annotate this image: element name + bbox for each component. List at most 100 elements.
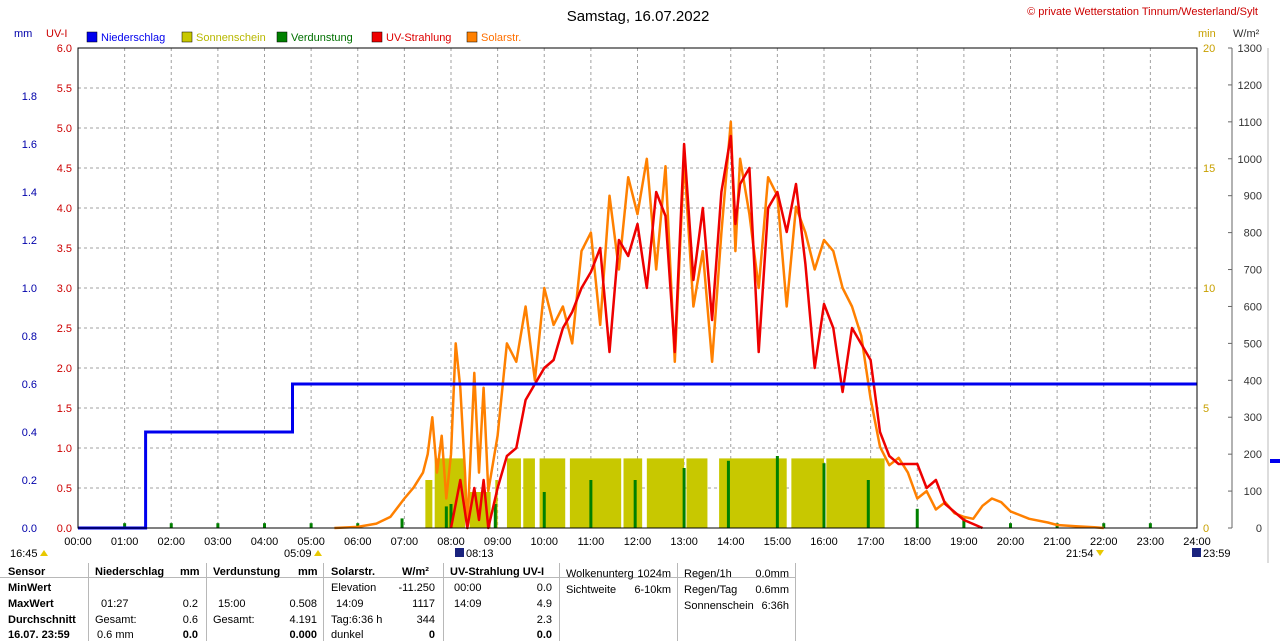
solar-elev-value: -11.250 <box>398 582 436 594</box>
niederschlag-gesamt-value: 0.6 <box>182 614 198 626</box>
uvi-tick-label: 6.0 <box>57 43 72 55</box>
x-tick-label: 22:00 <box>1090 536 1118 548</box>
verdunstung-spike <box>589 480 593 528</box>
uvi-unit-label: UV-I <box>46 28 67 40</box>
x-tick-label: 20:00 <box>997 536 1025 548</box>
sonne-value: 6:36h <box>761 600 789 612</box>
end-icon <box>1192 548 1201 557</box>
wm2-tick-label: 700 <box>1244 265 1262 277</box>
x-tick-label: 10:00 <box>530 536 558 548</box>
niederschlag-unit: mm <box>180 566 200 578</box>
legend-swatch-solar <box>466 31 478 43</box>
uvi-tick-label: 2.5 <box>57 323 72 335</box>
regen-tag-value: 0.6mm <box>755 584 789 596</box>
verdunstung-gesamt-value: 4.191 <box>289 614 317 626</box>
sunset-time: 21:54 <box>1066 548 1094 560</box>
wm2-tick-label: 1200 <box>1238 80 1262 92</box>
verdunstung-last-value: 0.000 <box>289 629 317 641</box>
legend-swatch-uv <box>371 31 383 43</box>
verdunstung-unit: mm <box>298 566 318 578</box>
wm2-tick-label: 1100 <box>1238 117 1262 129</box>
verdunstung-spike <box>449 504 453 528</box>
verdunstung-spike <box>309 523 313 528</box>
legend-swatch-verdunstung <box>276 31 288 43</box>
x-tick-label: 00:00 <box>64 536 92 548</box>
sunrise-icon <box>314 550 322 556</box>
uvi-tick-label: 0.0 <box>57 523 72 535</box>
wm2-tick-label: 800 <box>1244 228 1262 240</box>
uvi-tick-label: 5.5 <box>57 83 72 95</box>
sun-markers: 16:45 05:09 08:13 21:54 23:59 <box>10 548 1231 560</box>
sonnenschein-bar <box>791 458 824 528</box>
min-tick-label: 15 <box>1203 163 1215 175</box>
regen-h-value: 0.0mm <box>755 568 789 580</box>
x-tick-label: 02:00 <box>157 536 185 548</box>
row-label-max: MaxWert <box>8 598 54 610</box>
x-tick-label: 13:00 <box>670 536 698 548</box>
mm-tick-label: 1.2 <box>22 235 37 247</box>
mm-tick-label: 0.0 <box>22 523 37 535</box>
uv-min-value: 0.0 <box>536 582 552 594</box>
solar-max-value: 1117 <box>412 598 435 610</box>
x-tick-label: 12:00 <box>624 536 652 548</box>
sonnenschein-bar <box>623 458 643 528</box>
x-tick-label: 17:00 <box>857 536 885 548</box>
verdunstung-spike <box>542 492 546 528</box>
x-tick-label: 15:00 <box>764 536 792 548</box>
verdunstung-spike <box>169 523 173 528</box>
uv-max-value: 4.9 <box>536 598 552 610</box>
uvi-tick-label: 0.5 <box>57 483 72 495</box>
niederschlag-max-value: 0.2 <box>182 598 198 610</box>
end-time: 23:59 <box>1203 548 1231 560</box>
uv-header: UV-Strahlung UV-I <box>450 566 545 578</box>
legend-swatch-sonnenschein <box>181 31 193 43</box>
grid <box>78 48 1197 528</box>
wm2-tick-label: 400 <box>1244 375 1262 387</box>
wm2-tick-label: 300 <box>1244 412 1262 424</box>
stats-table: Sensor MinWert MaxWert Durchschnitt 16.0… <box>0 563 1280 641</box>
uvi-tick-label: 5.0 <box>57 123 72 135</box>
x-tick-label: 16:00 <box>810 536 838 548</box>
solar-elev-label: Elevation <box>331 582 377 594</box>
sunset-icon <box>1096 550 1104 556</box>
wm2-tick-label: 600 <box>1244 301 1262 313</box>
verdunstung-spike <box>400 518 404 528</box>
legend-solar: Solarstr. <box>481 32 521 44</box>
x-tick-label: 23:00 <box>1137 536 1165 548</box>
niederschlag-last-value: 0.0 <box>182 629 198 641</box>
solar-line <box>334 120 1104 530</box>
uvi-tick-label: 1.5 <box>57 403 72 415</box>
mm-tick-label: 1.0 <box>22 283 37 295</box>
x-tick-label: 09:00 <box>484 536 512 548</box>
verdunstung-spike <box>1148 523 1152 528</box>
sonnenschein-bar <box>646 458 685 528</box>
verdunstung-spike <box>775 456 779 528</box>
min-tick-label: 10 <box>1203 283 1215 295</box>
sonnenschein-bar <box>826 458 885 528</box>
verdunstung-spike <box>822 463 826 528</box>
sonnenschein-bar <box>506 458 521 528</box>
min-unit-label: min <box>1198 28 1216 40</box>
uvi-tick-label: 1.0 <box>57 443 72 455</box>
verdunstung-spike <box>682 468 686 528</box>
row-label-last: 16.07. 23:59 <box>8 629 70 641</box>
uvi-tick-label: 3.0 <box>57 283 72 295</box>
uvi-tick-label: 4.5 <box>57 163 72 175</box>
legend-verdunstung: Verdunstung <box>291 32 353 44</box>
min-tick-label: 0 <box>1203 523 1209 535</box>
axes: 00:00 01:00 02:00 03:00 04:00 05:00 06:00 07:00… <box>22 43 1262 548</box>
min-tick-label: 20 <box>1203 43 1215 55</box>
uvi-tick-label: 3.5 <box>57 243 72 255</box>
verdunstung-spike <box>633 480 637 528</box>
solar-start-icon <box>455 548 464 557</box>
row-label-avg: Durchschnitt <box>8 614 76 626</box>
legend-swatch-niederschlag <box>86 31 98 43</box>
verdunstung-series <box>123 456 1152 528</box>
x-tick-label: 18:00 <box>903 536 931 548</box>
sonne-label: Sonnenschein <box>684 600 754 612</box>
sonnenschein-bar <box>686 458 708 528</box>
verdunstung-spike <box>444 506 448 528</box>
verdunstung-spike <box>356 523 360 528</box>
mm-tick-label: 1.6 <box>22 139 37 151</box>
mm-tick-label: 0.6 <box>22 379 37 391</box>
